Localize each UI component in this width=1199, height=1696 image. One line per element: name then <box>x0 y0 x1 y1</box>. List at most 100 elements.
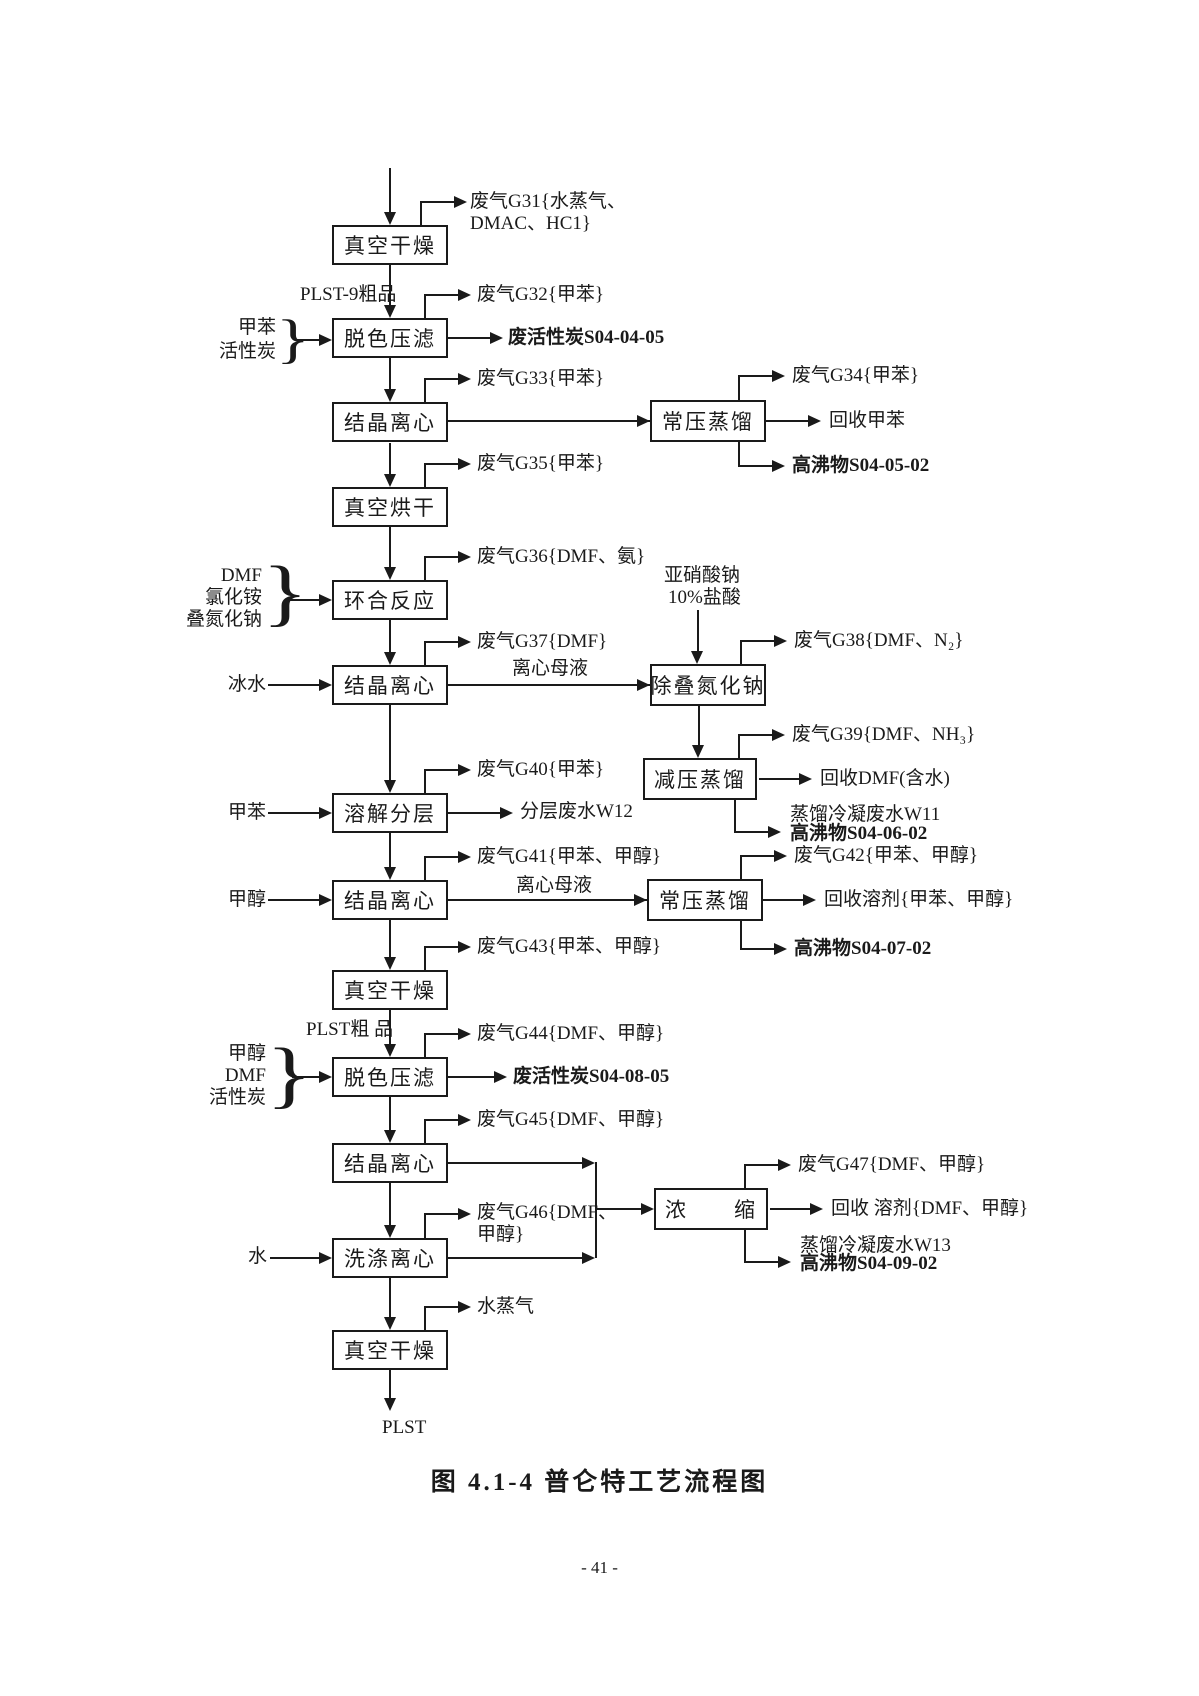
flow-line <box>424 463 458 465</box>
arrow-right-icon <box>799 773 812 785</box>
flow-line <box>389 358 391 395</box>
arrow-right-icon <box>458 764 471 776</box>
arrow-down-icon <box>384 1398 396 1411</box>
label-waste-carbon-2: 废活性炭S04-08-05 <box>513 1066 670 1087</box>
flow-line <box>424 1214 426 1238</box>
process-box-dissolve-layer: 溶解分层 <box>332 793 448 833</box>
flow-line <box>268 899 320 901</box>
label-g31-line2: DMAC、HC1} <box>470 213 592 234</box>
label-mother-liquor-2: 离心母液 <box>516 875 593 896</box>
label-in-dmf: DMF <box>220 565 262 586</box>
process-box-vac-distill: 减压蒸馏 <box>643 758 757 800</box>
flow-line <box>389 443 391 480</box>
arrow-right-icon <box>319 334 332 346</box>
label-g32: 废气G32{甲苯} <box>477 284 604 305</box>
flow-line <box>420 201 454 203</box>
arrow-down-icon <box>384 567 396 580</box>
label-high-boiler-1: 高沸物S04-05-02 <box>792 455 930 476</box>
flow-line <box>389 1010 391 1050</box>
label-g45: 废气G45{DMF、甲醇} <box>477 1109 665 1130</box>
flow-line <box>740 641 742 664</box>
flow-line <box>734 800 736 832</box>
label-g44: 废气G44{DMF、甲醇} <box>477 1023 665 1044</box>
flow-line <box>697 610 699 652</box>
arrow-right-icon <box>458 458 471 470</box>
label-g36: 废气G36{DMF、氨} <box>477 546 646 567</box>
flow-line <box>766 420 808 422</box>
arrow-right-icon <box>774 635 787 647</box>
label-in-ice-water: 冰水 <box>228 674 267 695</box>
arrow-right-icon <box>803 894 816 906</box>
flow-line <box>389 1097 391 1136</box>
process-box-wash-centrifuge: 洗涤离心 <box>332 1238 448 1278</box>
arrow-right-icon <box>772 460 785 472</box>
label-g47: 废气G47{DMF、甲醇} <box>798 1154 986 1175</box>
label-g41: 废气G41{甲苯、甲醇} <box>477 846 661 867</box>
flow-line <box>296 339 320 341</box>
flow-line <box>744 1165 746 1188</box>
arrow-right-icon <box>458 551 471 563</box>
label-in-dmf-2: DMF <box>224 1065 266 1086</box>
label-high-boiler-2: 高沸物S04-06-02 <box>790 823 928 844</box>
flow-line <box>448 899 647 901</box>
flow-line <box>744 1164 778 1166</box>
process-box-vacuum-dry-1: 真空干燥 <box>332 225 448 265</box>
arrow-right-icon <box>319 1071 332 1083</box>
label-recover-toluene: 回收甲苯 <box>829 410 906 431</box>
arrow-down-icon <box>384 305 396 318</box>
process-box-vacuum-dry-2: 真空干燥 <box>332 970 448 1010</box>
flow-line <box>740 855 774 857</box>
label-g42: 废气G42{甲苯、甲醇} <box>794 845 978 866</box>
flow-line <box>389 920 391 963</box>
label-wastewater-w13: 蒸馏冷凝废水W13 <box>800 1235 951 1256</box>
flow-line <box>448 684 650 686</box>
arrow-down-icon <box>384 212 396 225</box>
arrow-down-icon <box>384 867 396 880</box>
arrow-down-icon <box>692 745 704 758</box>
label-high-boiler-3: 高沸物S04-07-02 <box>794 938 932 959</box>
arrow-down-icon <box>384 1044 396 1057</box>
brace-cyclization-icon: } <box>262 552 309 634</box>
arrow-right-icon <box>500 807 513 819</box>
label-g43: 废气G43{甲苯、甲醇} <box>477 936 661 957</box>
arrow-right-icon <box>458 941 471 953</box>
label-in-toluene-1: 甲苯 <box>237 317 276 338</box>
flow-line <box>744 1230 746 1262</box>
arrow-right-icon <box>458 851 471 863</box>
arrow-right-icon <box>319 894 332 906</box>
flow-line <box>448 812 500 814</box>
process-box-vacuum-dry-3: 真空干燥 <box>332 1330 448 1370</box>
label-wastewater-w12: 分层废水W12 <box>520 801 633 822</box>
label-g33: 废气G33{甲苯} <box>477 368 604 389</box>
flow-line <box>424 1307 426 1330</box>
arrow-down-icon <box>384 1317 396 1330</box>
label-steam-out: 水蒸气 <box>477 1296 535 1317</box>
flow-line <box>424 1120 426 1143</box>
flow-line <box>424 464 426 487</box>
label-g31-line1: 废气G31{水蒸气、 <box>470 191 626 212</box>
flow-line <box>389 1183 391 1231</box>
process-box-atm-distill-1: 常压蒸馏 <box>650 400 766 442</box>
label-g46-line1: 废气G46{DMF、 <box>477 1202 618 1223</box>
arrow-right-icon <box>494 1071 507 1083</box>
process-box-vacuum-bake: 真空烘干 <box>332 487 448 527</box>
label-in-methanol-2: 甲醇 <box>227 1043 266 1064</box>
flow-line <box>738 376 740 400</box>
arrow-down-icon <box>691 651 703 664</box>
flow-line <box>448 1076 494 1078</box>
brace-decolor-2-icon: } <box>266 1034 313 1116</box>
arrow-right-icon <box>458 1028 471 1040</box>
arrow-down-icon <box>384 389 396 402</box>
flow-line <box>759 778 799 780</box>
label-in-methanol-1: 甲醇 <box>228 889 267 910</box>
flow-line <box>424 642 426 665</box>
label-waste-carbon-1: 废活性炭S04-04-05 <box>508 327 665 348</box>
arrow-right-icon <box>458 1208 471 1220</box>
flow-line <box>424 770 426 793</box>
process-box-decolor-filter-1: 脱色压滤 <box>332 318 448 358</box>
arrow-right-icon <box>319 594 332 606</box>
label-g38: 废气G38{DMF、N₂} <box>794 630 964 651</box>
label-g46-line2: 甲醇} <box>477 1224 525 1245</box>
process-box-atm-distill-2: 常压蒸馏 <box>647 879 763 921</box>
